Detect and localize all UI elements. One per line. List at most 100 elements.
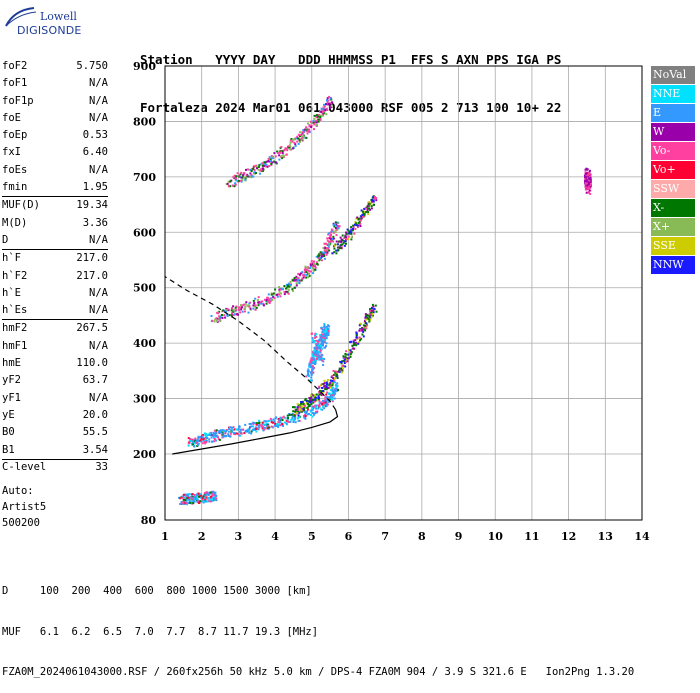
echo-point <box>315 333 318 336</box>
param-value: N/A <box>89 111 108 124</box>
echo-point <box>310 372 313 375</box>
echo-point <box>374 304 377 307</box>
echo-point <box>191 498 194 501</box>
echo-point <box>364 329 367 332</box>
legend-item-noval: NoVal <box>651 66 695 84</box>
echo-point <box>338 240 341 243</box>
echo-point <box>317 115 320 118</box>
echo-point <box>326 243 329 246</box>
echo-point <box>314 266 317 269</box>
echo-point <box>317 118 320 121</box>
echo-point <box>264 298 266 301</box>
echo-point <box>252 421 255 424</box>
echo-point <box>281 152 284 155</box>
echo-point <box>309 371 312 374</box>
echo-point <box>324 401 327 404</box>
echo-point <box>352 227 354 230</box>
echo-point <box>333 381 336 384</box>
echo-point <box>304 265 307 268</box>
echo-point <box>215 439 217 442</box>
echo-point <box>586 182 589 185</box>
echo-point <box>221 316 224 319</box>
echo-point <box>181 496 184 499</box>
scaled-parameters-panel: foF2 5.750 foF1 N/A foF1p N/A foE N/A foEp 0.53 fx… <box>2 58 108 460</box>
echo-point <box>320 356 323 359</box>
echo-point <box>256 298 259 301</box>
echo-point <box>269 158 272 161</box>
echo-point <box>319 335 322 338</box>
echo-point <box>291 139 294 142</box>
echo-point <box>235 428 238 431</box>
echo-point <box>255 428 258 431</box>
echo-point <box>319 334 322 336</box>
echo-point <box>241 310 244 313</box>
profile-line <box>172 409 339 455</box>
echo-point <box>257 168 260 171</box>
echo-point <box>253 169 256 172</box>
echo-point <box>373 197 376 200</box>
echo-point <box>203 500 206 503</box>
echo-point <box>281 157 284 160</box>
echo-point <box>587 187 590 190</box>
param-value: N/A <box>89 304 108 317</box>
y-tick-label: 600 <box>133 226 156 239</box>
echo-point <box>252 167 255 170</box>
echo-point <box>200 437 203 440</box>
echo-point <box>360 217 363 220</box>
param-label: hmF2 <box>2 322 28 335</box>
echo-point <box>229 185 232 188</box>
echo-point <box>254 297 257 300</box>
echo-point <box>304 267 307 270</box>
echo-point <box>318 252 321 255</box>
echo-point <box>317 407 320 410</box>
echo-point <box>260 302 263 305</box>
echo-point <box>584 186 587 189</box>
echo-point <box>319 114 322 117</box>
echo-point <box>200 494 203 497</box>
echo-point <box>289 139 292 142</box>
echo-point <box>253 165 256 168</box>
echo-point <box>274 161 277 164</box>
echo-point <box>366 205 369 208</box>
echo-point <box>256 167 258 170</box>
echo-point <box>325 249 328 252</box>
echo-point <box>336 382 339 385</box>
echo-point <box>233 310 236 313</box>
echo-point <box>335 252 338 255</box>
echo-point <box>370 202 373 205</box>
echo-point <box>279 149 282 152</box>
echo-point <box>364 313 367 316</box>
echo-point <box>332 235 335 238</box>
param-separator <box>2 196 108 198</box>
echo-point <box>289 280 292 283</box>
echo-point <box>221 429 224 432</box>
param-value: 217.0 <box>76 269 108 282</box>
echo-point <box>267 157 270 160</box>
echo-point <box>192 495 195 498</box>
echo-point <box>228 428 231 431</box>
echo-point <box>322 386 325 389</box>
echo-point <box>332 373 335 376</box>
echo-point <box>204 434 207 437</box>
echo-point <box>333 389 336 392</box>
echo-point <box>310 366 313 369</box>
echo-point <box>341 364 344 367</box>
echo-point <box>294 421 297 424</box>
echo-point <box>272 418 275 421</box>
echo-point <box>293 280 296 282</box>
echo-point <box>261 421 264 424</box>
echo-point <box>247 168 249 171</box>
echo-point <box>266 165 269 168</box>
echo-point <box>194 442 197 445</box>
echo-point <box>196 497 199 500</box>
echo-point <box>204 436 207 439</box>
echo-point <box>331 374 334 377</box>
echo-point <box>331 392 334 395</box>
echo-point <box>286 290 289 293</box>
echo-point <box>335 387 338 390</box>
echo-point <box>201 436 204 439</box>
echo-point <box>355 344 358 347</box>
legend-item-e: E <box>651 104 695 122</box>
echo-point <box>349 230 351 233</box>
echo-point <box>314 393 317 396</box>
